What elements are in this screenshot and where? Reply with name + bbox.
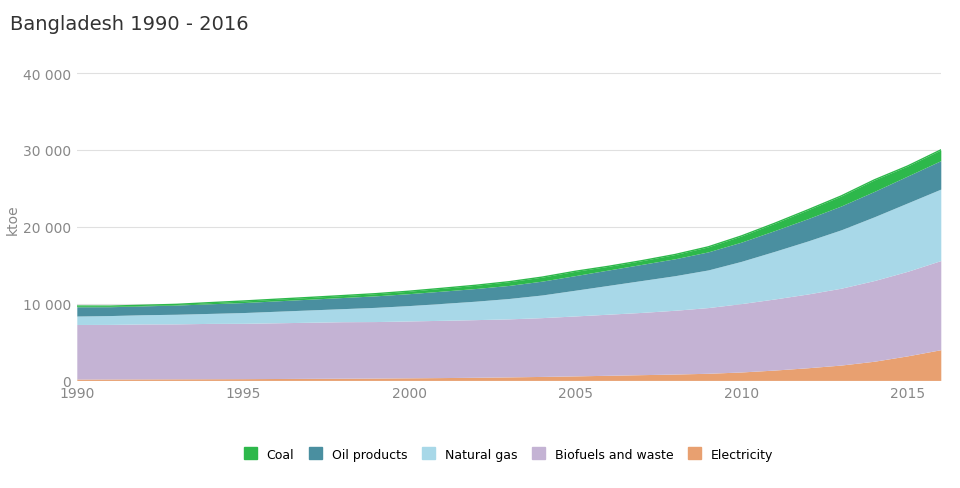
Legend: Coal, Oil products, Natural gas, Biofuels and waste, Electricity: Coal, Oil products, Natural gas, Biofuel… [238, 442, 780, 467]
Y-axis label: ktoe: ktoe [6, 204, 20, 235]
Text: Bangladesh 1990 - 2016: Bangladesh 1990 - 2016 [10, 15, 249, 34]
